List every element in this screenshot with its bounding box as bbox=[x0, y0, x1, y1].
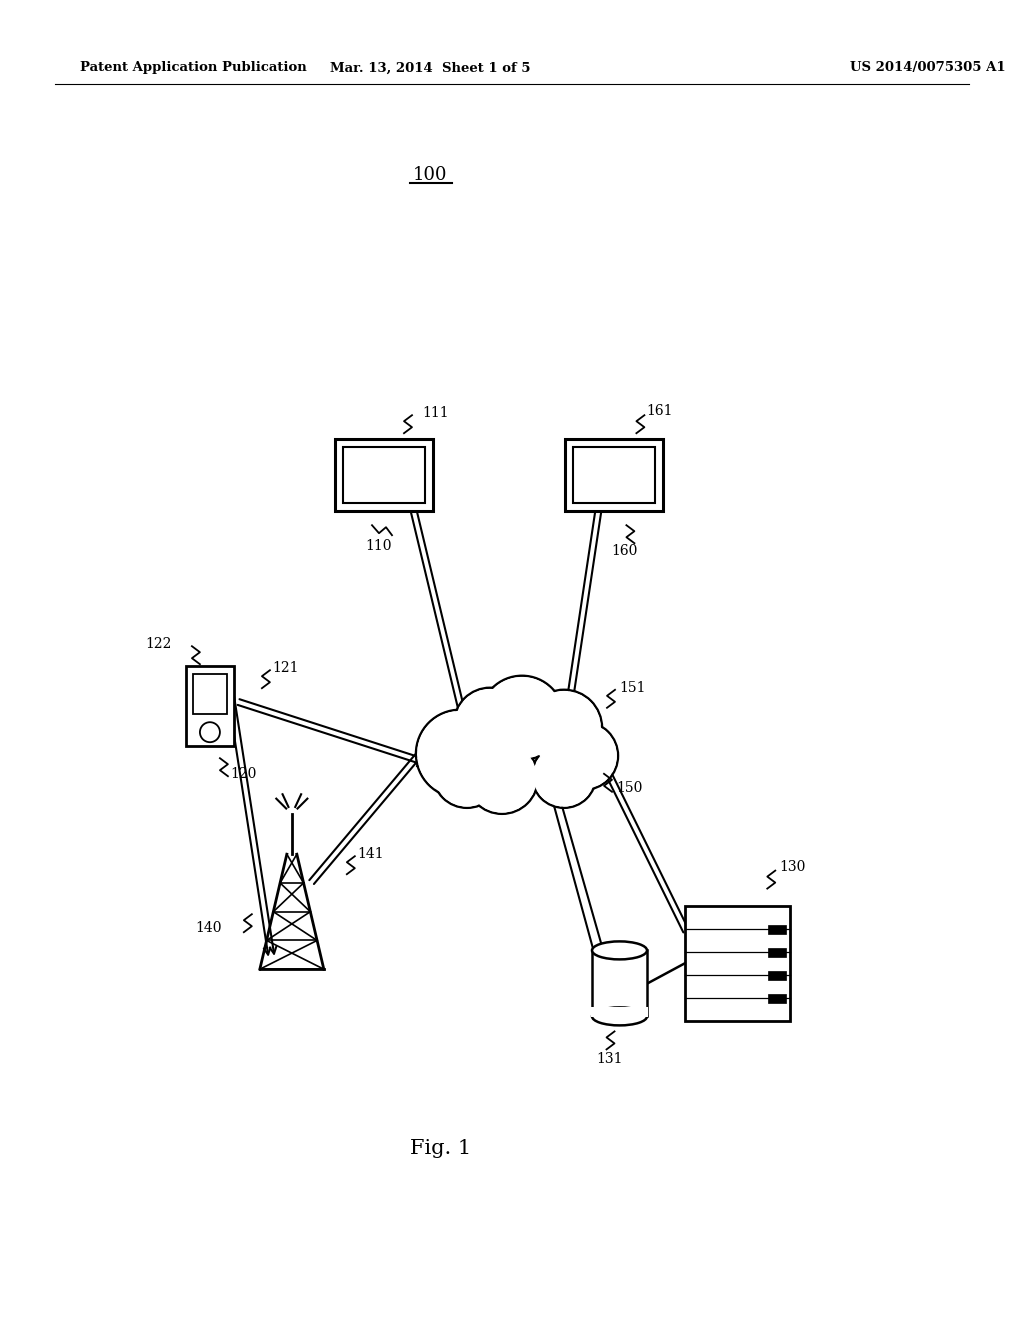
Text: 161: 161 bbox=[646, 404, 673, 418]
Circle shape bbox=[532, 743, 596, 808]
Text: 122: 122 bbox=[145, 638, 172, 651]
Circle shape bbox=[466, 742, 538, 814]
Circle shape bbox=[526, 690, 602, 766]
FancyBboxPatch shape bbox=[335, 440, 433, 511]
Text: 140: 140 bbox=[196, 921, 222, 935]
FancyBboxPatch shape bbox=[193, 675, 227, 714]
FancyBboxPatch shape bbox=[768, 994, 785, 1003]
Text: Mar. 13, 2014  Sheet 1 of 5: Mar. 13, 2014 Sheet 1 of 5 bbox=[330, 62, 530, 74]
Text: 160: 160 bbox=[611, 544, 638, 558]
Text: 120: 120 bbox=[230, 767, 256, 781]
Text: 151: 151 bbox=[618, 681, 645, 694]
Text: 121: 121 bbox=[272, 661, 298, 676]
Text: 130: 130 bbox=[779, 859, 806, 874]
Circle shape bbox=[482, 677, 562, 758]
FancyBboxPatch shape bbox=[591, 1007, 648, 1018]
Text: 150: 150 bbox=[616, 781, 642, 795]
Text: 111: 111 bbox=[422, 407, 449, 420]
Ellipse shape bbox=[592, 941, 647, 960]
FancyBboxPatch shape bbox=[186, 667, 233, 746]
Circle shape bbox=[418, 711, 502, 796]
FancyBboxPatch shape bbox=[768, 924, 785, 933]
Ellipse shape bbox=[592, 1007, 647, 1026]
Circle shape bbox=[433, 739, 501, 808]
FancyBboxPatch shape bbox=[768, 970, 785, 979]
Circle shape bbox=[550, 722, 618, 789]
Circle shape bbox=[200, 722, 220, 742]
Text: 100: 100 bbox=[413, 166, 447, 183]
Circle shape bbox=[468, 743, 537, 812]
Text: 110: 110 bbox=[366, 539, 392, 553]
Text: 131: 131 bbox=[596, 1052, 623, 1067]
FancyBboxPatch shape bbox=[343, 447, 425, 503]
Text: US 2014/0075305 A1: US 2014/0075305 A1 bbox=[850, 62, 1006, 74]
Text: Patent Application Publication: Patent Application Publication bbox=[80, 62, 307, 74]
Circle shape bbox=[454, 688, 526, 760]
Circle shape bbox=[456, 689, 524, 758]
FancyBboxPatch shape bbox=[565, 440, 664, 511]
FancyBboxPatch shape bbox=[573, 447, 655, 503]
Circle shape bbox=[534, 746, 594, 807]
Text: Fig. 1: Fig. 1 bbox=[410, 1139, 471, 1158]
Circle shape bbox=[435, 742, 500, 807]
FancyBboxPatch shape bbox=[768, 948, 785, 957]
Circle shape bbox=[416, 710, 504, 797]
Circle shape bbox=[552, 723, 616, 788]
FancyBboxPatch shape bbox=[592, 950, 647, 1016]
Circle shape bbox=[527, 692, 600, 764]
Text: 141: 141 bbox=[356, 847, 383, 861]
Circle shape bbox=[480, 676, 564, 760]
FancyBboxPatch shape bbox=[685, 906, 790, 1022]
